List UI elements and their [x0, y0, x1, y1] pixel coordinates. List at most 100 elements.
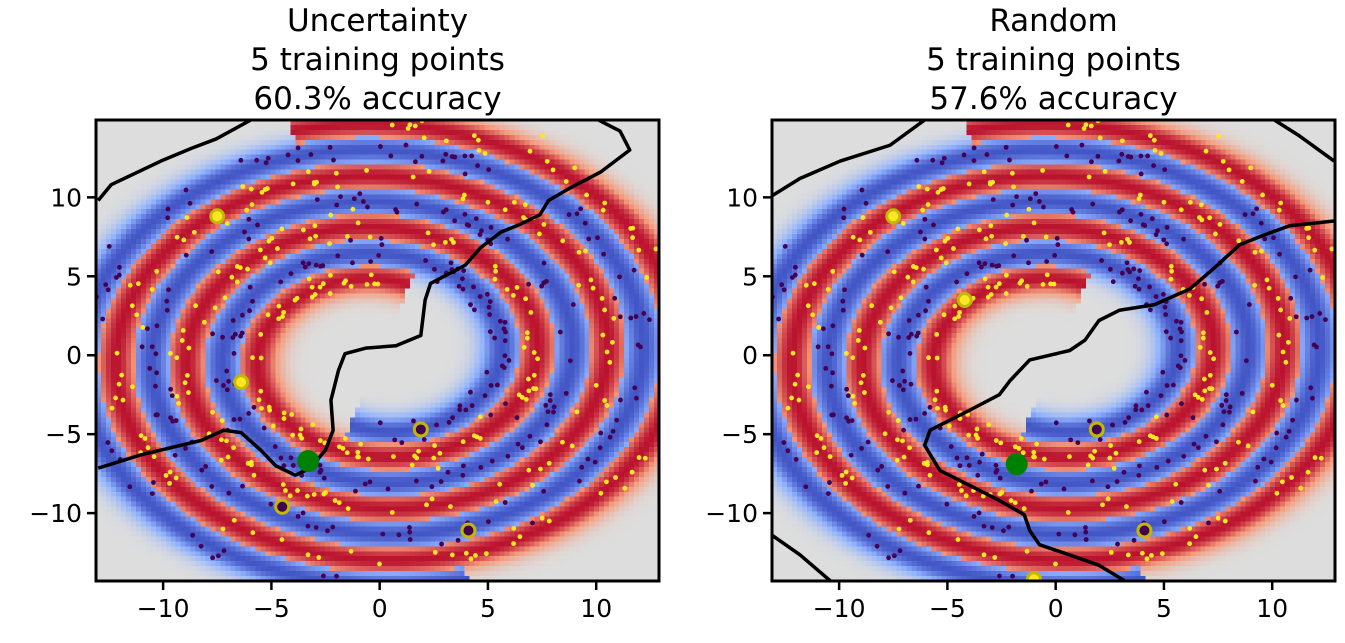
data-point-class-0: [471, 284, 476, 290]
data-point-class-0: [1052, 252, 1058, 258]
data-point-class-0: [300, 260, 306, 266]
data-point-class-1: [982, 276, 988, 282]
data-point-class-0: [224, 387, 230, 393]
data-point-class-0: [830, 323, 836, 329]
x-tick-label: −10: [813, 594, 866, 623]
data-point-class-1: [590, 285, 596, 291]
data-point-class-1: [259, 189, 265, 195]
data-point-class-0: [840, 298, 846, 304]
data-point-class-0: [482, 393, 488, 399]
data-point-class-0: [407, 525, 412, 530]
data-point-class-0: [457, 407, 463, 413]
data-point-class-1: [431, 455, 437, 461]
data-point-class-1: [358, 441, 364, 447]
data-point-class-1: [332, 498, 338, 503]
data-point-class-0: [452, 154, 458, 160]
data-point-class-0: [1053, 144, 1059, 149]
data-point-class-1: [1031, 220, 1037, 226]
data-point-class-0: [1261, 456, 1267, 462]
data-point-class-0: [327, 144, 333, 150]
data-point-class-0: [1155, 228, 1160, 234]
data-point-class-1: [945, 235, 951, 241]
data-point-class-1: [789, 395, 794, 401]
data-point-class-0: [246, 236, 252, 242]
data-point-class-1: [1199, 217, 1205, 223]
data-point-class-1: [611, 316, 617, 321]
data-point-class-1: [492, 263, 498, 269]
data-point-class-0: [145, 326, 150, 332]
x-tick-label: 5: [1156, 594, 1172, 623]
data-point-class-0: [139, 344, 145, 350]
data-point-class-0: [335, 253, 341, 259]
data-point-class-0: [1133, 403, 1139, 409]
data-point-class-0: [462, 153, 468, 159]
data-point-class-1: [1107, 242, 1112, 248]
data-point-class-0: [183, 187, 189, 193]
training-point: [1026, 571, 1043, 581]
data-point-class-1: [985, 284, 991, 290]
data-point-class-0: [859, 187, 865, 193]
data-point-class-0: [830, 370, 835, 376]
data-point-class-1: [219, 437, 224, 443]
data-point-class-1: [421, 135, 427, 141]
data-point-class-1: [1149, 553, 1154, 558]
data-point-class-1: [1192, 392, 1198, 398]
data-point-class-1: [154, 268, 160, 274]
data-point-class-0: [597, 445, 603, 451]
data-point-class-0: [505, 453, 511, 459]
data-point-class-0: [1163, 329, 1169, 335]
data-point-class-1: [477, 436, 483, 441]
data-point-class-1: [365, 456, 371, 462]
data-point-class-0: [1271, 235, 1276, 241]
data-point-class-1: [280, 482, 286, 487]
data-point-class-0: [503, 401, 508, 406]
plot-area: [772, 120, 1335, 581]
data-point-class-0: [295, 514, 301, 519]
data-point-class-1: [174, 393, 180, 399]
data-point-class-1: [1312, 455, 1318, 460]
data-point-class-0: [325, 528, 330, 534]
data-point-class-1: [248, 186, 254, 192]
data-point-class-1: [377, 561, 382, 567]
data-point-class-0: [827, 480, 832, 485]
data-point-class-1: [544, 158, 550, 164]
data-point-class-1: [281, 416, 287, 421]
data-point-class-0: [941, 155, 947, 161]
data-point-class-1: [888, 305, 894, 311]
data-point-class-0: [170, 418, 176, 424]
data-point-class-0: [109, 448, 115, 454]
data-point-class-1: [431, 242, 436, 248]
data-point-class-1: [869, 303, 875, 309]
data-point-class-0: [923, 284, 929, 290]
data-point-class-0: [290, 463, 296, 468]
data-point-class-0: [544, 422, 550, 428]
training-point: [412, 421, 429, 438]
x-tick-label: −10: [137, 594, 190, 623]
data-point-class-1: [1040, 168, 1046, 173]
data-point-class-0: [863, 200, 869, 206]
data-point-class-0: [885, 249, 891, 255]
data-point-class-0: [498, 318, 503, 324]
data-point-class-1: [572, 165, 578, 171]
data-point-class-0: [993, 462, 999, 468]
data-point-class-0: [1227, 404, 1233, 410]
data-point-class-1: [955, 226, 961, 232]
data-point-class-0: [1079, 142, 1085, 148]
data-point-class-1: [653, 246, 659, 252]
data-point-class-1: [952, 303, 958, 309]
data-point-class-0: [1029, 488, 1034, 494]
data-point-class-1: [998, 440, 1004, 446]
data-point-class-0: [886, 555, 892, 561]
data-point-class-0: [1239, 390, 1245, 396]
data-point-class-0: [592, 459, 598, 465]
data-point-class-0: [221, 548, 227, 554]
data-point-class-1: [1199, 397, 1205, 402]
data-point-class-1: [1207, 372, 1213, 378]
data-point-class-1: [1105, 496, 1111, 502]
data-point-class-1: [1203, 148, 1209, 154]
data-point-class-1: [827, 454, 833, 460]
data-point-class-0: [641, 311, 647, 316]
data-point-class-1: [504, 287, 510, 292]
data-point-class-1: [516, 392, 522, 398]
data-point-class-0: [231, 351, 237, 356]
